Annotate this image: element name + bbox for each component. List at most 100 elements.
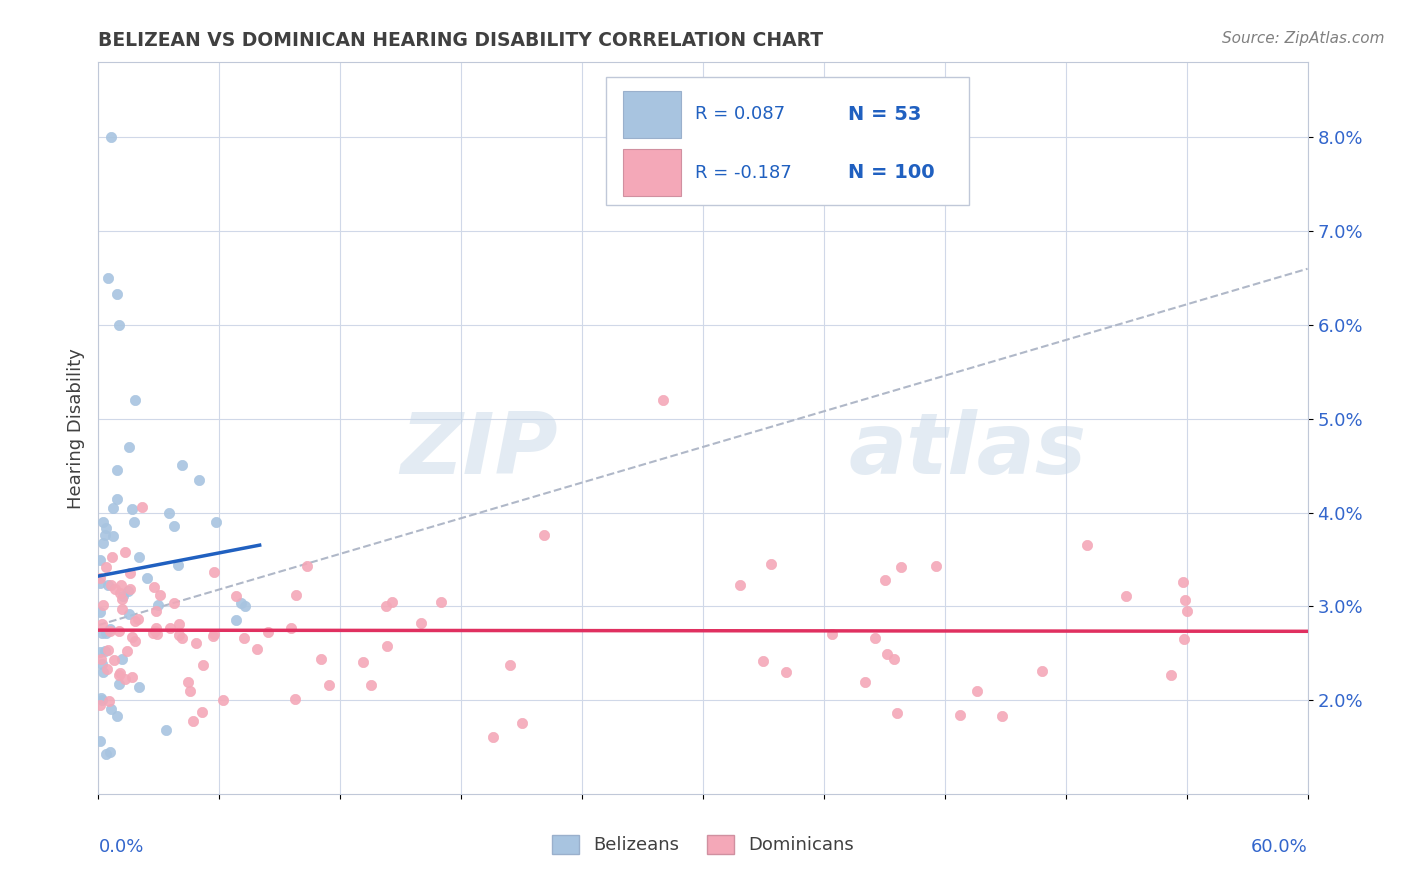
Point xyxy=(651,392,673,407)
Point xyxy=(284,588,307,602)
Legend: Belizeans, Dominicans: Belizeans, Dominicans xyxy=(546,828,860,862)
Point xyxy=(94,747,117,762)
Point xyxy=(352,655,374,669)
Point xyxy=(100,550,122,565)
Point xyxy=(205,515,228,529)
Point xyxy=(111,591,134,606)
Point xyxy=(186,636,208,650)
Point xyxy=(876,647,898,661)
Point xyxy=(148,598,170,612)
Point xyxy=(225,590,247,604)
Point xyxy=(163,518,186,533)
Point xyxy=(104,582,127,596)
Point xyxy=(170,458,193,472)
Point xyxy=(121,670,143,684)
Point xyxy=(91,626,114,640)
Point xyxy=(89,645,111,659)
Point xyxy=(118,440,141,454)
Point xyxy=(170,632,193,646)
Point xyxy=(233,599,256,614)
Point xyxy=(1076,538,1098,552)
Point xyxy=(1173,632,1195,646)
Point xyxy=(121,630,143,644)
Point xyxy=(91,516,114,530)
Text: Source: ZipAtlas.com: Source: ZipAtlas.com xyxy=(1222,31,1385,46)
Point xyxy=(1031,665,1053,679)
Point xyxy=(101,529,124,543)
Point xyxy=(728,578,751,592)
Point xyxy=(966,684,988,698)
Point xyxy=(381,595,404,609)
Point xyxy=(96,662,118,676)
Point xyxy=(124,392,146,407)
Point xyxy=(94,521,117,535)
Point xyxy=(105,463,128,477)
Point xyxy=(212,692,235,706)
Point xyxy=(118,607,141,621)
Point xyxy=(188,474,211,488)
Point xyxy=(112,589,135,603)
Point xyxy=(1173,574,1195,589)
Point xyxy=(821,627,844,641)
Point xyxy=(111,602,134,616)
Point xyxy=(853,674,876,689)
Point xyxy=(135,571,157,585)
Point xyxy=(202,566,225,580)
Text: R = -0.187: R = -0.187 xyxy=(695,164,792,182)
Point xyxy=(107,676,129,690)
Point xyxy=(865,631,887,645)
Point xyxy=(118,566,141,580)
Point xyxy=(90,616,112,631)
Point xyxy=(97,577,120,591)
Point xyxy=(193,658,215,673)
Point xyxy=(94,625,117,640)
Text: BELIZEAN VS DOMINICAN HEARING DISABILITY CORRELATION CHART: BELIZEAN VS DOMINICAN HEARING DISABILITY… xyxy=(98,30,824,50)
Point xyxy=(97,271,120,285)
Point xyxy=(111,652,134,666)
Point xyxy=(533,527,555,541)
Point xyxy=(990,709,1012,723)
Point xyxy=(155,723,177,738)
Point xyxy=(510,715,533,730)
Point xyxy=(90,651,112,665)
Text: 60.0%: 60.0% xyxy=(1251,838,1308,855)
Text: atlas: atlas xyxy=(848,409,1087,491)
Point xyxy=(949,708,972,723)
Point xyxy=(127,612,149,626)
Point xyxy=(110,665,132,680)
Point xyxy=(295,559,318,574)
Point xyxy=(309,652,332,666)
Point xyxy=(256,625,278,640)
Point xyxy=(142,580,165,594)
Point xyxy=(128,680,150,694)
Point xyxy=(163,596,186,610)
Point xyxy=(107,318,129,332)
Point xyxy=(97,643,120,657)
Point xyxy=(98,624,121,638)
Point xyxy=(409,615,432,630)
Text: R = 0.087: R = 0.087 xyxy=(695,105,785,123)
Point xyxy=(98,745,121,759)
Point xyxy=(94,644,117,658)
Point xyxy=(131,500,153,515)
Point xyxy=(90,657,112,672)
Point xyxy=(145,621,167,635)
Point xyxy=(318,678,340,692)
Point xyxy=(149,588,172,602)
Point xyxy=(159,621,181,635)
Point xyxy=(1177,604,1199,618)
Point xyxy=(246,642,269,657)
Text: ZIP: ZIP xyxy=(401,409,558,491)
Point xyxy=(107,624,129,638)
Point xyxy=(883,652,905,666)
Point xyxy=(110,585,132,599)
Point xyxy=(100,130,122,145)
Point xyxy=(89,698,111,712)
Point xyxy=(90,691,112,706)
Point xyxy=(124,634,146,648)
Point xyxy=(429,594,451,608)
Point xyxy=(94,527,117,541)
Point xyxy=(100,702,122,716)
Point xyxy=(232,631,254,645)
Point xyxy=(146,627,169,641)
